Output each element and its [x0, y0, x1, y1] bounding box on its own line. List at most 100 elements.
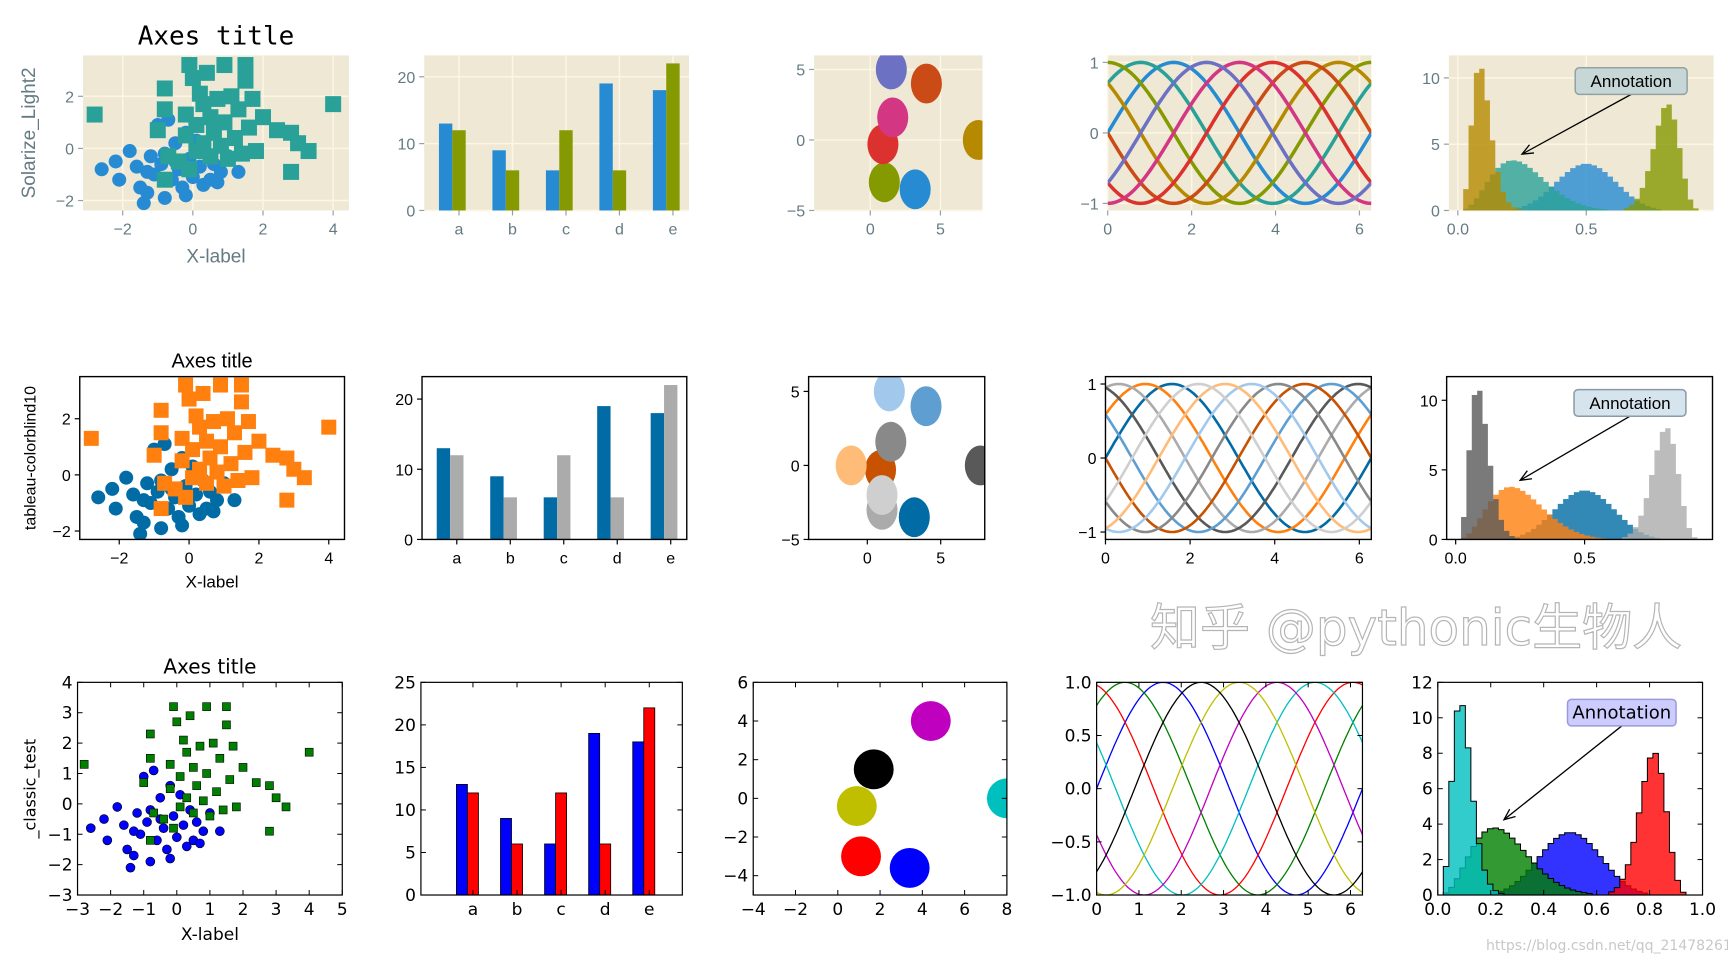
x-tick-label: b	[508, 221, 517, 238]
scatter-point-square	[237, 72, 254, 89]
y-tick-label: 10	[1420, 393, 1438, 410]
x-tick-label: b	[512, 900, 523, 920]
y-tick-label: 25	[394, 673, 416, 693]
scatter-point-square	[226, 130, 243, 147]
scatter-point-circle	[122, 844, 132, 855]
y-tick-label: 2	[65, 89, 74, 106]
x-tick-label: 2	[1187, 221, 1196, 238]
x-tick-label: 0.5	[1573, 550, 1595, 567]
scatter-point-circle	[122, 144, 137, 159]
histogram-6-55	[1461, 390, 1521, 540]
annotation-arrow	[1521, 93, 1632, 155]
y-tick-label: 0	[737, 789, 748, 809]
scatter-point-circle	[155, 792, 166, 803]
bar-c	[544, 843, 556, 896]
chart-panel-bar: a b c d e 0 5 10 15 20 25	[394, 673, 683, 920]
y-tick-label: 4	[1422, 815, 1433, 835]
scatter-point-circle	[99, 814, 109, 824]
axes-spines	[421, 375, 688, 541]
x-axis-label: X-label	[186, 246, 245, 267]
bar-a	[438, 123, 453, 211]
sine-line	[1105, 382, 1372, 534]
scatter-point-square	[165, 784, 175, 793]
scatter-point-square	[265, 826, 274, 836]
plot-area	[436, 385, 678, 540]
y-tick-label: −2	[53, 524, 71, 541]
scatter-point-square	[244, 90, 261, 107]
y-tick-label: 10	[394, 801, 416, 821]
scatter-point-square	[213, 377, 229, 393]
chart-panel-scatter: −2 0 2 4 −2 0 2 Axes title X-label tableau-colorb…	[23, 351, 346, 591]
sine-line	[1096, 682, 1363, 896]
scatter-point-square	[206, 414, 222, 430]
x-tick-label: 4	[917, 900, 928, 920]
y-tick-label: −1	[1080, 196, 1098, 213]
scatter-point-square	[209, 90, 226, 107]
x-tick-label: d	[600, 900, 611, 920]
plot-area	[86, 57, 342, 211]
x-tick-label: 1.0	[1689, 900, 1716, 920]
bar-d	[597, 406, 611, 540]
scatter-point-circle	[128, 826, 139, 837]
scatter-point-square	[237, 57, 254, 74]
scatter-point-circle	[108, 501, 123, 516]
scatter-point-circle	[227, 493, 242, 508]
circle-marker	[910, 701, 951, 741]
scatter-point-square	[195, 741, 205, 751]
scatter-point-circle	[157, 190, 172, 205]
x-tick-label: 6	[1355, 550, 1364, 567]
y-tick-label: 1	[62, 764, 73, 784]
scatter-point-square	[232, 802, 241, 812]
bar-a	[456, 784, 468, 896]
scatter-point-square	[219, 150, 236, 167]
annotation-label: Annotation	[1589, 394, 1670, 413]
plot-area	[79, 702, 314, 873]
scatter-point-square	[304, 747, 314, 757]
x-tick-label: 3	[1218, 900, 1229, 920]
scatter-point-square	[296, 470, 312, 486]
x-tick-label: e	[666, 550, 675, 567]
chart-panel-scatter-circles: 0 5 −5 0 5	[787, 55, 983, 238]
scatter-point-square	[208, 738, 218, 748]
scatter-point-square	[202, 769, 211, 778]
scatter-point-circle	[172, 832, 182, 843]
chart-panel-bar: a b c d e 0 10 20	[397, 55, 689, 238]
y-tick-label: 0	[62, 468, 71, 485]
x-tick-label: e	[668, 221, 677, 238]
scatter-point-square	[279, 492, 295, 508]
scatter-point-circle	[129, 159, 144, 174]
scatter-point-square	[188, 116, 205, 133]
y-tick-label: −5	[781, 532, 799, 549]
scatter-point-square	[223, 88, 240, 105]
scatter-point-circle	[128, 850, 139, 861]
x-tick-label: −2	[110, 550, 128, 567]
x-tick-label: 4	[324, 550, 333, 567]
bar-b	[490, 476, 504, 540]
scatter-point-square	[146, 753, 155, 763]
scatter-point-circle	[154, 521, 169, 536]
watermark-text: 知乎 @pythonic生物人	[1150, 599, 1682, 657]
x-tick-label: 4	[329, 221, 338, 238]
plot-area	[1105, 382, 1372, 534]
y-tick-label: 6	[1422, 780, 1433, 800]
y-tick-label: 20	[395, 392, 413, 409]
y-tick-label: 10	[397, 137, 415, 154]
scatter-point-square	[247, 143, 264, 160]
sine-line	[1096, 682, 1363, 896]
y-tick-label: 5	[1429, 463, 1438, 480]
bar-d	[612, 170, 627, 211]
x-tick-label: 2	[259, 221, 268, 238]
scatter-point-square	[175, 802, 185, 812]
scatter-point-square	[165, 760, 175, 769]
plot-area	[1461, 390, 1698, 540]
bar-d	[599, 843, 612, 896]
scatter-point-square	[83, 430, 99, 446]
circle-marker	[875, 55, 907, 90]
y-tick-label: 0.5	[1065, 727, 1092, 747]
scatter-point-square	[325, 96, 342, 113]
y-tick-label: −1	[1078, 525, 1096, 542]
scatter-point-square	[185, 442, 201, 458]
y-tick-label: 4	[62, 673, 73, 693]
x-tick-label: 0.8	[1636, 900, 1663, 920]
axes-spines	[807, 375, 986, 541]
